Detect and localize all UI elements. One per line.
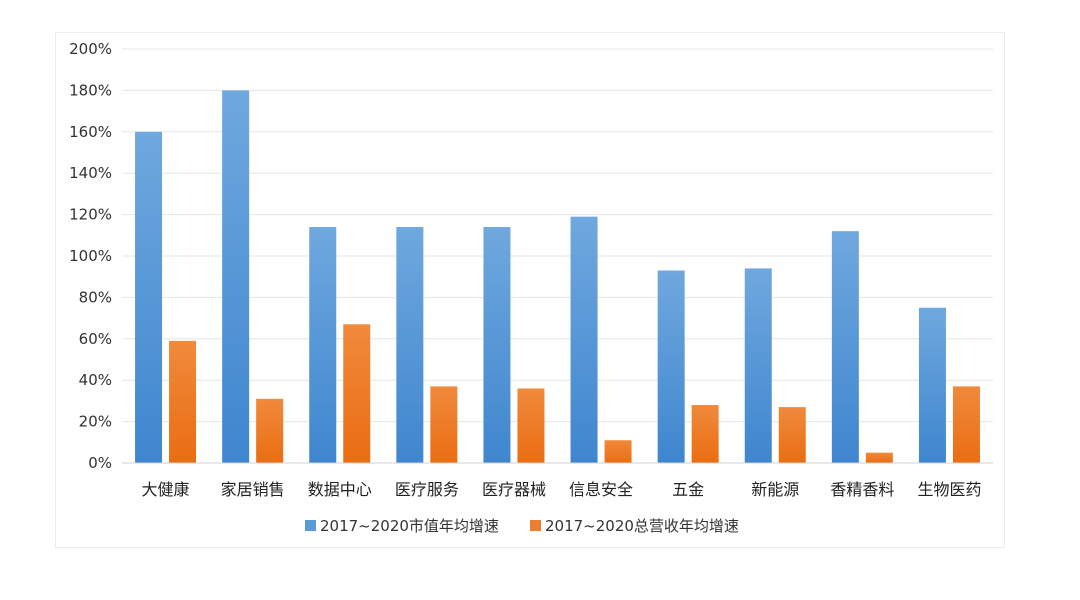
bar-market-cap-growth bbox=[309, 227, 337, 463]
x-category-label: 家居销售 bbox=[221, 480, 285, 499]
bar-market-cap-growth bbox=[570, 216, 598, 463]
x-category-label: 医疗服务 bbox=[395, 480, 459, 499]
x-category-label: 生物医药 bbox=[917, 480, 981, 499]
legend-swatch bbox=[305, 520, 316, 531]
x-category-label: 医疗器械 bbox=[482, 480, 546, 499]
x-category-label: 五金 bbox=[672, 480, 704, 499]
y-tick-label: 120% bbox=[69, 206, 112, 224]
gridlines bbox=[122, 48, 993, 423]
y-axis-ticks: 0% 20% 40% 60% 80% 100% 120% 140% 160% 180% 200% bbox=[69, 40, 112, 472]
legend-label: 2017~2020市值年均增速 bbox=[320, 517, 499, 535]
bar-revenue-growth bbox=[256, 398, 284, 463]
bar-revenue-growth bbox=[865, 452, 893, 463]
legend-swatch bbox=[530, 520, 541, 531]
bars bbox=[135, 90, 980, 464]
y-tick-label: 20% bbox=[79, 413, 112, 431]
x-category-label: 香精香料 bbox=[830, 480, 894, 499]
legend: 2017~2020市值年均增速 2017~2020总营收年均增速 bbox=[305, 517, 739, 535]
x-category-label: 新能源 bbox=[751, 480, 799, 499]
bar-market-cap-growth bbox=[222, 90, 250, 464]
bar-revenue-growth bbox=[169, 340, 197, 463]
x-category-label: 数据中心 bbox=[308, 480, 372, 499]
y-tick-label: 180% bbox=[69, 81, 112, 99]
bar-market-cap-growth bbox=[744, 268, 772, 463]
y-tick-label: 100% bbox=[69, 247, 112, 265]
x-axis-labels: 大健康 家居销售 数据中心 医疗服务 医疗器械 信息安全 五金 新能源 香精香料 生物医药 bbox=[142, 480, 982, 499]
y-tick-label: 80% bbox=[79, 288, 112, 306]
bar-revenue-growth bbox=[691, 405, 719, 463]
y-tick-label: 140% bbox=[69, 164, 112, 182]
bar-market-cap-growth bbox=[135, 131, 163, 464]
y-tick-label: 60% bbox=[79, 330, 112, 348]
bar-market-cap-growth bbox=[483, 227, 511, 463]
bar-revenue-growth bbox=[517, 388, 545, 463]
bar-market-cap-growth bbox=[918, 307, 946, 463]
y-tick-label: 40% bbox=[79, 371, 112, 389]
bar-revenue-growth bbox=[604, 440, 632, 463]
bar-revenue-growth bbox=[430, 386, 458, 463]
bar-revenue-growth bbox=[778, 407, 806, 463]
bar-market-cap-growth bbox=[831, 231, 859, 463]
bar-market-cap-growth bbox=[657, 270, 685, 463]
y-tick-label: 160% bbox=[69, 123, 112, 141]
bar-market-cap-growth bbox=[396, 227, 424, 463]
y-tick-label: 0% bbox=[88, 454, 112, 472]
bar-revenue-growth bbox=[952, 386, 980, 463]
bar-revenue-growth bbox=[343, 324, 371, 463]
x-category-label: 大健康 bbox=[142, 480, 190, 499]
x-category-label: 信息安全 bbox=[569, 480, 633, 499]
legend-label: 2017~2020总营收年均增速 bbox=[545, 517, 739, 535]
y-tick-label: 200% bbox=[69, 40, 112, 58]
